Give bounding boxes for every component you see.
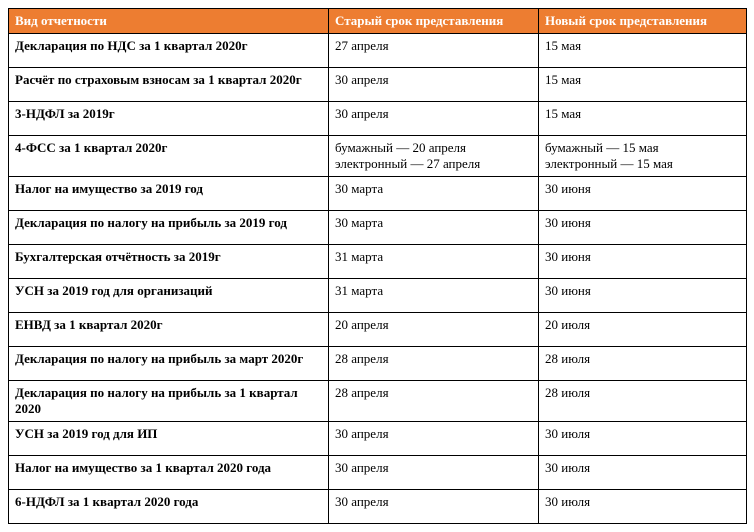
cell-new-deadline: 20 июля <box>539 313 747 347</box>
cell-new-deadline: 30 июля <box>539 456 747 490</box>
cell-report-type: Налог на имущество за 2019 год <box>9 177 329 211</box>
table-row: 4-ФСС за 1 квартал 2020гбумажный — 20 ап… <box>9 136 747 177</box>
cell-report-type: Декларация по налогу на прибыль за 1 ква… <box>9 381 329 422</box>
cell-old-deadline: 31 марта <box>329 279 539 313</box>
cell-new-deadline: бумажный — 15 мая электронный — 15 мая <box>539 136 747 177</box>
cell-report-type: УСН за 2019 год для организаций <box>9 279 329 313</box>
cell-report-type: УСН за 2019 год для ИП <box>9 422 329 456</box>
table-row: УСН за 2019 год для ИП30 апреля30 июля <box>9 422 747 456</box>
reporting-deadlines-table: Вид отчетности Старый срок представления… <box>8 8 747 524</box>
table-row: 6-НДФЛ за 1 квартал 2020 года30 апреля30… <box>9 490 747 524</box>
cell-old-deadline: 30 апреля <box>329 102 539 136</box>
cell-report-type: Декларация по налогу на прибыль за март … <box>9 347 329 381</box>
col-header-new-deadline: Новый срок представления <box>539 9 747 34</box>
table-row: Налог на имущество за 2019 год30 марта30… <box>9 177 747 211</box>
col-header-old-deadline: Старый срок представления <box>329 9 539 34</box>
table-row: 3-НДФЛ за 2019г30 апреля15 мая <box>9 102 747 136</box>
cell-new-deadline: 15 мая <box>539 68 747 102</box>
cell-new-deadline: 28 июля <box>539 347 747 381</box>
cell-new-deadline: 30 июня <box>539 177 747 211</box>
cell-old-deadline: 28 апреля <box>329 381 539 422</box>
cell-report-type: Налог на имущество за 1 квартал 2020 год… <box>9 456 329 490</box>
table-row: Расчёт по страховым взносам за 1 квартал… <box>9 68 747 102</box>
cell-old-deadline: 30 апреля <box>329 68 539 102</box>
cell-report-type: 3-НДФЛ за 2019г <box>9 102 329 136</box>
cell-old-deadline: 27 апреля <box>329 34 539 68</box>
cell-report-type: ЕНВД за 1 квартал 2020г <box>9 313 329 347</box>
cell-report-type: Расчёт по страховым взносам за 1 квартал… <box>9 68 329 102</box>
cell-old-deadline: 20 апреля <box>329 313 539 347</box>
cell-old-deadline: 30 марта <box>329 177 539 211</box>
table-row: УСН за 2019 год для организаций31 марта3… <box>9 279 747 313</box>
cell-report-type: Бухгалтерская отчётность за 2019г <box>9 245 329 279</box>
cell-report-type: 4-ФСС за 1 квартал 2020г <box>9 136 329 177</box>
table-row: Декларация по налогу на прибыль за 1 ква… <box>9 381 747 422</box>
cell-old-deadline: 30 апреля <box>329 456 539 490</box>
table-row: Налог на имущество за 1 квартал 2020 год… <box>9 456 747 490</box>
table-body: Декларация по НДС за 1 квартал 2020г27 а… <box>9 34 747 524</box>
cell-old-deadline: 30 апреля <box>329 422 539 456</box>
cell-new-deadline: 30 июня <box>539 245 747 279</box>
cell-report-type: 6-НДФЛ за 1 квартал 2020 года <box>9 490 329 524</box>
cell-new-deadline: 28 июля <box>539 381 747 422</box>
table-row: ЕНВД за 1 квартал 2020г20 апреля20 июля <box>9 313 747 347</box>
cell-new-deadline: 30 июня <box>539 211 747 245</box>
table-header-row: Вид отчетности Старый срок представления… <box>9 9 747 34</box>
cell-new-deadline: 15 мая <box>539 34 747 68</box>
cell-old-deadline: 28 апреля <box>329 347 539 381</box>
cell-new-deadline: 30 июля <box>539 490 747 524</box>
cell-old-deadline: 30 марта <box>329 211 539 245</box>
cell-report-type: Декларация по НДС за 1 квартал 2020г <box>9 34 329 68</box>
table-row: Бухгалтерская отчётность за 2019г31 март… <box>9 245 747 279</box>
table-row: Декларация по налогу на прибыль за март … <box>9 347 747 381</box>
cell-old-deadline: 31 марта <box>329 245 539 279</box>
cell-report-type: Декларация по налогу на прибыль за 2019 … <box>9 211 329 245</box>
cell-old-deadline: бумажный — 20 апреля электронный — 27 ап… <box>329 136 539 177</box>
cell-new-deadline: 30 июня <box>539 279 747 313</box>
cell-old-deadline: 30 апреля <box>329 490 539 524</box>
col-header-report-type: Вид отчетности <box>9 9 329 34</box>
table-row: Декларация по налогу на прибыль за 2019 … <box>9 211 747 245</box>
cell-new-deadline: 15 мая <box>539 102 747 136</box>
cell-new-deadline: 30 июля <box>539 422 747 456</box>
table-row: Декларация по НДС за 1 квартал 2020г27 а… <box>9 34 747 68</box>
